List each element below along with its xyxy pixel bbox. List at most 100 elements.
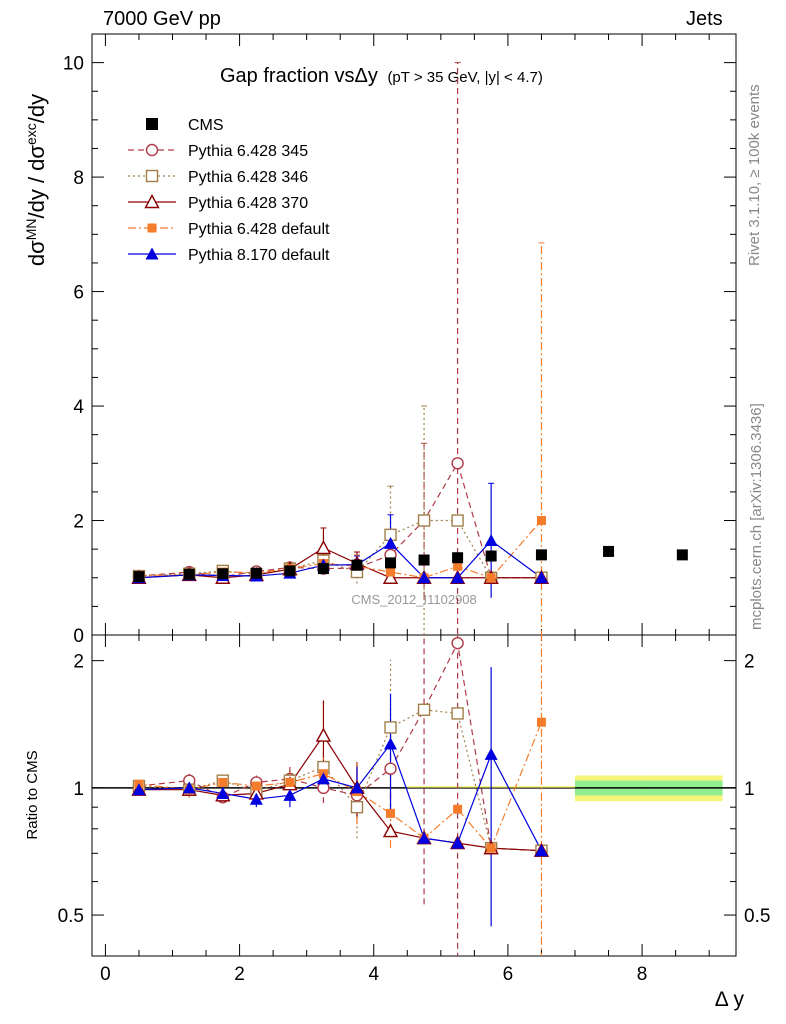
ratio-point-p6def [285,777,295,787]
point-p346 [451,514,464,527]
ratio-point-p6def [486,843,496,853]
chart-title-cut: (pT > 35 GeV, |y| < 4.7) [387,69,542,86]
cms-uncertainty-band [92,775,736,802]
ratio-point-p345 [384,762,397,775]
ratio-point-p8 [283,788,297,801]
ratio-y-axis-label: Ratio to CMS [24,750,41,839]
ratio-y-tick-label-right: 2 [744,652,755,673]
ratio-point-p6def [386,808,396,818]
ratio-point-p8 [216,786,230,799]
point-cms [284,565,296,577]
ratio-point-p346 [451,707,464,720]
x-tick-label: 2 [234,964,245,985]
point-cms [485,550,497,562]
ratio-y-tick-label-left: 0.5 [58,906,84,927]
legend: CMS Pythia 6.428 345 Pythia 6.428 346 Pythi… [128,117,330,264]
x-axis-label: Δ y [715,988,745,1011]
main-y-axis-label: dσMN/dy / dσexc/dy [23,94,49,266]
point-p370 [382,569,399,584]
legend-marker-p6def [147,223,157,233]
point-p6def [486,573,496,583]
ratio-point-p8 [417,831,431,844]
main-y-tick-label: 0 [73,626,84,647]
ratio-point-p370 [382,823,399,838]
main-y-tick-label: 6 [73,283,84,304]
ratio-point-p345 [451,636,464,650]
chart-title: Gap fraction vsΔy (pT > 35 GeV, |y| < 4.… [220,65,543,87]
point-cms [351,559,363,571]
point-p8 [534,571,548,584]
point-cms [317,563,329,575]
ratio-y-tick-label-right: 1 [744,779,755,800]
point-p346 [417,514,431,527]
point-cms [183,568,195,580]
legend-marker-p370 [144,194,160,209]
ratio-point-p8 [451,836,465,849]
ratio-y-tick-label-right: 0.5 [744,906,770,927]
point-cms [452,552,464,564]
ratio-point-p346 [417,703,431,717]
ratio-line-p6def [138,721,543,850]
point-cms [603,545,615,557]
x-tick-label: 4 [368,964,379,985]
legend-marker-p346 [145,169,159,183]
ratio-plot-frame [91,634,737,957]
point-p8 [384,536,398,549]
legend-marker-p345 [145,143,159,157]
point-p6def [453,561,463,571]
point-cms [535,549,547,561]
legend-label-p6def: Pythia 6.428 default [188,221,330,238]
main-y-tick-label: 4 [73,397,84,418]
main-y-tick-label: 10 [63,54,84,75]
legend-label-p370: Pythia 6.428 370 [188,195,308,212]
x-tick-label: 6 [503,964,514,985]
point-cms [385,557,397,569]
x-tick-label: 0 [100,964,111,985]
series-line-p6def [138,520,542,579]
analysis-watermark: CMS_2012_I1102908 [351,592,477,607]
ratio-point-p6def [251,781,261,791]
point-cms [217,568,229,580]
point-cms [133,571,145,583]
main-y-tick-label: 2 [73,512,84,533]
point-p6def [386,567,396,577]
main-y-tick-label: 8 [73,168,84,189]
ratio-point-p8 [249,792,263,805]
chart-title-main: Gap fraction vsΔy [220,65,378,87]
header-right: Jets [686,8,723,30]
ratio-plot-data [131,635,550,956]
ratio-y-tick-label-left: 1 [73,779,84,800]
point-p6def [536,516,546,526]
ratio-point-p8 [316,772,330,785]
ratio-point-p6def [536,717,546,727]
point-p345 [451,457,464,470]
ratio-line-p345 [138,641,542,852]
ratio-y-tick-label-left: 2 [73,652,84,673]
point-cms [418,554,430,566]
series-line-p345 [138,461,542,579]
legend-marker-p8 [145,247,159,260]
point-p8 [484,534,498,547]
ratio-point-p8 [350,781,364,794]
ratio-line-p8 [138,742,542,851]
x-tick-label: 8 [637,964,648,985]
legend-label-p345: Pythia 6.428 345 [188,143,308,160]
point-p370 [315,540,332,555]
axes: 0 2 4 6 8 0 2 4 6 8 10 0.5 0.5 1 1 2 2 [58,33,770,985]
legend-label-p8: Pythia 8.170 default [188,247,330,264]
series-line-p346 [138,519,542,579]
ratio-point-p8 [534,844,548,857]
point-p8 [417,571,431,584]
svg-text:dσMN/dy / dσexc/dy: dσMN/dy / dσexc/dy [23,94,49,266]
ratio-point-p8 [182,781,196,794]
point-cms [250,567,262,579]
legend-marker-cms [146,118,158,130]
ratio-point-p346 [350,800,364,814]
ratio-point-p6def [453,804,463,814]
ratio-point-p8 [484,747,498,760]
ratio-point-p6def [218,777,228,787]
ratio-point-p346 [384,721,397,734]
ratio-point-p370 [315,727,332,742]
header-left: 7000 GeV pp [103,8,221,30]
